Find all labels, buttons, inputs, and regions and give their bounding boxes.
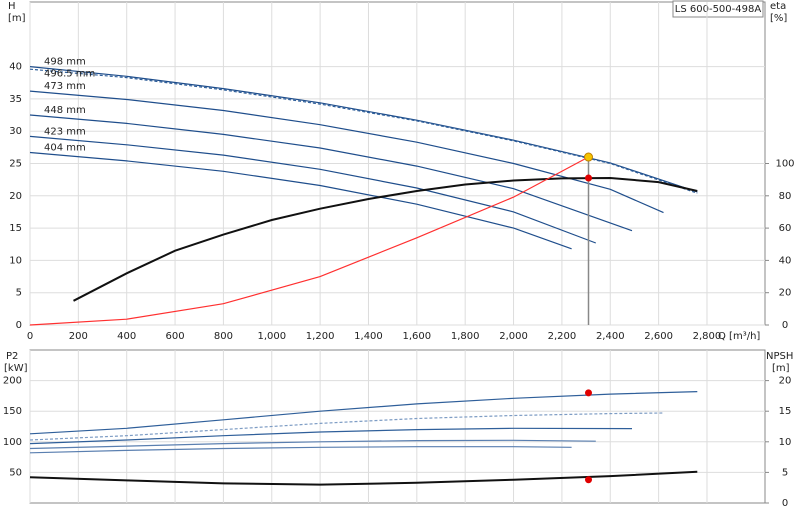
operating-point bbox=[584, 152, 594, 162]
curve-label: 496.5 mm bbox=[44, 69, 95, 80]
x-tick-label: 1,000 bbox=[257, 331, 286, 342]
y-tick-label: 100 bbox=[3, 437, 22, 448]
y2-tick-label: 20 bbox=[779, 376, 792, 387]
y2-tick-label: 10 bbox=[779, 437, 792, 448]
y2-tick-label: 5 bbox=[782, 467, 788, 478]
curve bbox=[29, 66, 698, 193]
x-axis-label: Q [m³/h] bbox=[718, 331, 760, 342]
x-tick-label: 1,200 bbox=[306, 331, 335, 342]
curve bbox=[29, 90, 664, 214]
curve bbox=[29, 391, 698, 435]
operating-point bbox=[585, 476, 593, 484]
curve bbox=[29, 412, 664, 441]
y-axis-label: H bbox=[8, 1, 16, 12]
y2-tick-label: 20 bbox=[779, 288, 792, 299]
curve bbox=[29, 68, 698, 194]
y-tick-label: 10 bbox=[9, 255, 22, 266]
x-tick-label: 2,800 bbox=[693, 331, 722, 342]
x-tick-label: 2,000 bbox=[499, 331, 528, 342]
curve bbox=[29, 114, 633, 232]
curve bbox=[29, 446, 572, 454]
operating-point bbox=[585, 174, 593, 182]
y2-tick-label: 0 bbox=[782, 498, 788, 509]
curve bbox=[29, 151, 572, 250]
curve-label: 423 mm bbox=[44, 126, 86, 137]
y-tick-label: 5 bbox=[16, 288, 22, 299]
x-tick-label: 2,400 bbox=[596, 331, 625, 342]
y-tick-label: 50 bbox=[9, 467, 22, 478]
curve-label: 404 mm bbox=[44, 143, 86, 154]
y-tick-label: 40 bbox=[9, 62, 22, 73]
y2-tick-label: 40 bbox=[779, 255, 792, 266]
title-box bbox=[672, 0, 764, 18]
x-tick-label: 800 bbox=[214, 331, 233, 342]
y-tick-label: 30 bbox=[9, 126, 22, 137]
y2-axis-label: eta bbox=[770, 1, 786, 12]
x-tick-label: 200 bbox=[69, 331, 88, 342]
x-tick-label: 1,400 bbox=[354, 331, 383, 342]
curve-label: 448 mm bbox=[44, 105, 86, 116]
x-tick-label: 2,200 bbox=[548, 331, 577, 342]
curve bbox=[29, 135, 597, 244]
y2-axis-unit: [m] bbox=[772, 363, 790, 374]
curve bbox=[29, 470, 698, 486]
curve bbox=[29, 439, 596, 450]
y-axis-unit: [m] bbox=[8, 13, 26, 24]
x-tick-label: 1,800 bbox=[451, 331, 480, 342]
curve-label: 498 mm bbox=[44, 57, 86, 68]
y2-axis-unit: [%] bbox=[770, 13, 787, 24]
y2-tick-label: 15 bbox=[779, 406, 792, 417]
chart-title: LS 600-500-498A bbox=[675, 4, 762, 15]
y2-tick-label: 60 bbox=[779, 223, 792, 234]
x-tick-label: 2,600 bbox=[644, 331, 673, 342]
y-tick-label: 25 bbox=[9, 159, 22, 170]
curve bbox=[29, 156, 589, 326]
y2-tick-label: 0 bbox=[782, 320, 788, 331]
y-tick-label: 15 bbox=[9, 223, 22, 234]
curve bbox=[29, 427, 633, 445]
y-tick-label: 20 bbox=[9, 191, 22, 202]
y2-tick-label: 100 bbox=[775, 159, 794, 170]
x-tick-label: 400 bbox=[117, 331, 136, 342]
x-tick-label: 600 bbox=[166, 331, 185, 342]
y2-tick-label: 80 bbox=[779, 191, 792, 202]
y-tick-label: 0 bbox=[16, 320, 22, 331]
y-tick-label: 200 bbox=[3, 376, 22, 387]
y-axis-label: P2 bbox=[6, 351, 18, 362]
curve-label: 473 mm bbox=[44, 81, 86, 92]
x-tick-label: 0 bbox=[27, 331, 33, 342]
y2-axis-label: NPSH bbox=[766, 351, 793, 362]
curve bbox=[73, 176, 698, 302]
operating-point bbox=[585, 389, 593, 397]
y-tick-label: 35 bbox=[9, 94, 22, 105]
y-axis-unit: [kW] bbox=[4, 363, 28, 374]
x-tick-label: 1,600 bbox=[403, 331, 432, 342]
y-tick-label: 150 bbox=[3, 406, 22, 417]
